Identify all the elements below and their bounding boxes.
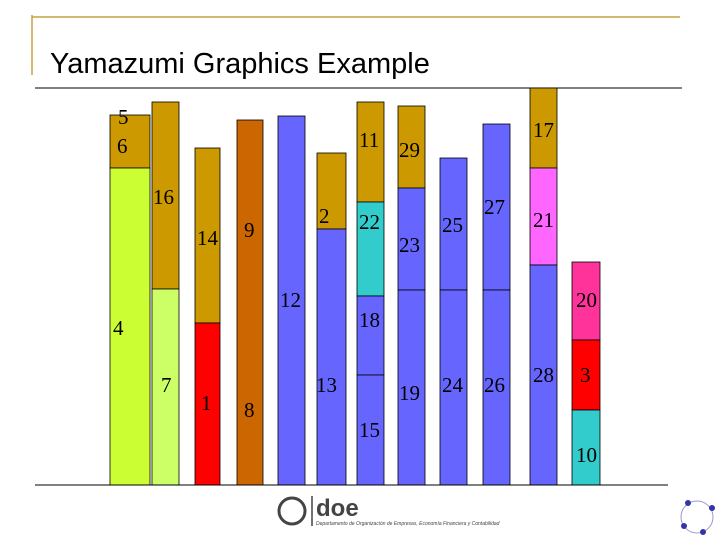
segment (356, 374, 385, 486)
task-label: 29 (399, 138, 420, 162)
segment (482, 123, 511, 291)
task-label: 14 (197, 226, 219, 250)
segment (482, 289, 511, 486)
bars (109, 87, 601, 486)
task-label: 8 (244, 398, 255, 422)
task-label: 15 (359, 418, 380, 442)
task-label: 13 (316, 373, 337, 397)
segment (236, 119, 264, 486)
segment (571, 339, 601, 411)
task-label: 24 (442, 373, 464, 397)
task-label: 16 (153, 185, 174, 209)
task-labels: 5 6 4 16 7 14 1 9 8 12 2 13 11 22 18 15 … (113, 105, 597, 467)
task-label: 4 (113, 316, 124, 340)
task-label: 27 (484, 195, 505, 219)
task-label: 17 (533, 118, 554, 142)
task-label: 10 (576, 443, 597, 467)
task-label: 9 (244, 218, 255, 242)
segment (529, 87, 558, 169)
corner-dot (700, 529, 706, 535)
segment (439, 157, 468, 291)
task-label: 12 (280, 288, 301, 312)
task-label: 21 (533, 208, 554, 232)
department-text: Departamento de Organización de Empresas… (316, 521, 500, 527)
task-label: 26 (484, 373, 505, 397)
segment (316, 152, 347, 230)
corner-graphic (680, 500, 715, 535)
segment (109, 167, 151, 486)
segment (397, 289, 426, 486)
task-label: 3 (580, 363, 591, 387)
corner-dot (709, 505, 715, 511)
task-label: 23 (399, 233, 420, 257)
segment (439, 289, 468, 486)
task-label: 11 (359, 128, 379, 152)
task-label: 19 (399, 381, 420, 405)
slide-title: Yamazumi Graphics Example (50, 48, 430, 80)
task-label: 6 (117, 134, 128, 158)
segment (529, 264, 558, 486)
corner-ring (680, 500, 714, 534)
logo-mark (277, 496, 307, 526)
task-label: 20 (576, 288, 597, 312)
segment (316, 228, 347, 486)
task-label: 5 (118, 105, 129, 129)
segment (356, 101, 385, 203)
segment (151, 101, 180, 290)
task-label: 25 (442, 213, 463, 237)
footer-logo: doe Departamento de Organización de Empr… (277, 495, 500, 527)
corner-dot (681, 523, 687, 529)
segment (571, 409, 601, 486)
segment (397, 187, 426, 291)
task-label: 1 (201, 391, 212, 415)
segment (529, 167, 558, 266)
segment (356, 201, 385, 297)
task-label: 2 (319, 204, 330, 228)
task-label: 7 (161, 373, 172, 397)
task-label: 22 (359, 210, 380, 234)
task-label: 18 (359, 308, 380, 332)
segment (109, 114, 151, 169)
logo-text: doe (316, 495, 359, 522)
segment (571, 261, 601, 341)
segment (356, 295, 385, 376)
segment (151, 288, 180, 486)
task-label: 28 (533, 363, 554, 387)
corner-dot (685, 500, 691, 506)
